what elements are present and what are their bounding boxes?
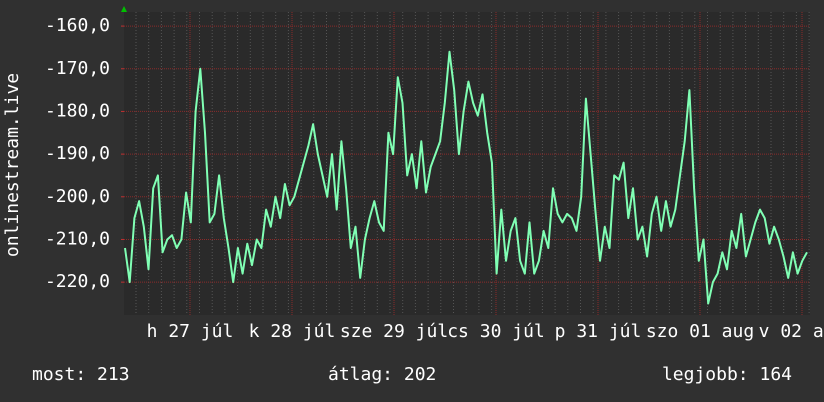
y-axis-label: onlinestream.live [2, 73, 23, 257]
plot-area [124, 12, 810, 315]
marks [124, 50, 808, 305]
x-tick-label: cs 30 júl [447, 321, 545, 342]
y-tick-label: -220,0 [45, 271, 110, 292]
footer-best: legjobb: 164 [662, 364, 792, 385]
y-tick-label: -170,0 [45, 58, 110, 79]
data-line [124, 50, 808, 305]
y-tick-label: -200,0 [45, 186, 110, 207]
x-tick-label: h 27 júl [147, 321, 234, 342]
x-tick-label: p 31 júl [555, 321, 642, 342]
x-tick-label: szo 01 aug [646, 321, 754, 342]
y-tick-label: -190,0 [45, 143, 110, 164]
footer-current: most: 213 [32, 364, 130, 385]
x-tick-label: k 28 júl [249, 321, 336, 342]
y-tick-label: -210,0 [45, 228, 110, 249]
y-tick-label: -180,0 [45, 100, 110, 121]
grid [121, 12, 810, 315]
x-tick-label: v 02 aug [759, 321, 824, 342]
footer-average: átlag: 202 [328, 364, 436, 385]
y-tick-label: -160,0 [45, 15, 110, 36]
axis-arrow [121, 6, 127, 12]
x-tick-label: sze 29 júl [340, 321, 448, 342]
